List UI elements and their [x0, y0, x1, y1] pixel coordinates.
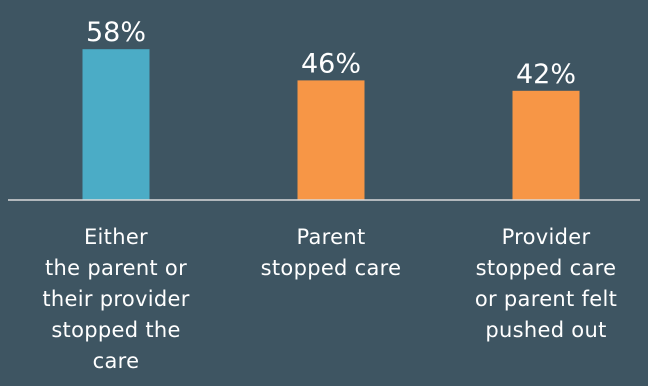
category-label-1: Either the parent or their provider stopped…: [16, 222, 216, 377]
category-label-line: Parent: [296, 225, 366, 249]
value-label-group: 58% 46% 42%: [86, 17, 576, 90]
category-label-line: stopped the: [51, 318, 181, 342]
value-label-2: 46%: [301, 48, 361, 79]
bar-3: [512, 90, 580, 200]
category-label-line: Provider: [501, 225, 591, 249]
category-label-line: stopped care: [475, 256, 617, 280]
category-label-3: Provider stopped care or parent felt pushed…: [446, 222, 646, 346]
value-label-3: 42%: [516, 59, 576, 90]
bar-1: [82, 49, 150, 201]
category-label-line: care: [92, 349, 140, 373]
category-label-line: or parent felt: [474, 287, 618, 311]
bar-2: [297, 80, 365, 200]
bar-group: [82, 49, 580, 201]
category-label-line: stopped care: [260, 256, 402, 280]
category-label-line: their provider: [42, 287, 190, 311]
category-label-line: Either: [83, 225, 148, 249]
value-label-1: 58%: [86, 17, 146, 48]
category-label-2: Parent stopped care: [231, 222, 431, 284]
category-label-line: pushed out: [485, 318, 607, 342]
category-label-line: the parent or: [44, 256, 188, 280]
